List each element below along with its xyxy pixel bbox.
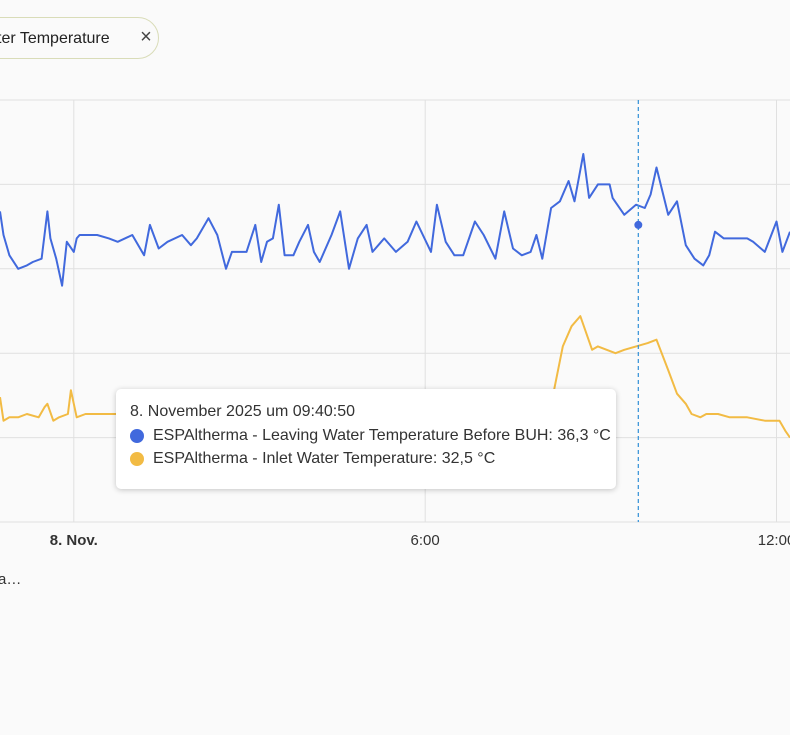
x-tick-label-2: 12:00 [758, 532, 790, 549]
close-icon[interactable]: × [140, 26, 152, 48]
tooltip-row-leaving: ESPAltherma - Leaving Water Temperature … [130, 427, 611, 445]
cursor-marker [634, 220, 643, 229]
chart-tooltip: 8. November 2025 um 09:40:50 ESPAltherma… [116, 389, 616, 489]
series-dot-leaving [130, 429, 144, 443]
series-dot-inlet [130, 452, 144, 466]
filter-chip-label: ter Temperature [0, 30, 110, 47]
cursor-layer [634, 100, 643, 522]
tooltip-text-leaving: ESPAltherma - Leaving Water Temperature … [153, 427, 611, 444]
filter-chip: ter Temperature × [0, 17, 159, 59]
tooltip-row-inlet: ESPAltherma - Inlet Water Temperature: 3… [130, 450, 602, 468]
footer-text: a… [0, 571, 22, 588]
series-line-0 [0, 153, 790, 287]
x-tick-label-0: 8. Nov. [50, 532, 98, 549]
tooltip-title: 8. November 2025 um 09:40:50 [130, 403, 356, 420]
x-tick-labels: 8. Nov. 6:00 12:00 [50, 532, 790, 549]
x-tick-label-1: 6:00 [411, 532, 440, 549]
tooltip-text-inlet: ESPAltherma - Inlet Water Temperature: 3… [153, 450, 496, 467]
